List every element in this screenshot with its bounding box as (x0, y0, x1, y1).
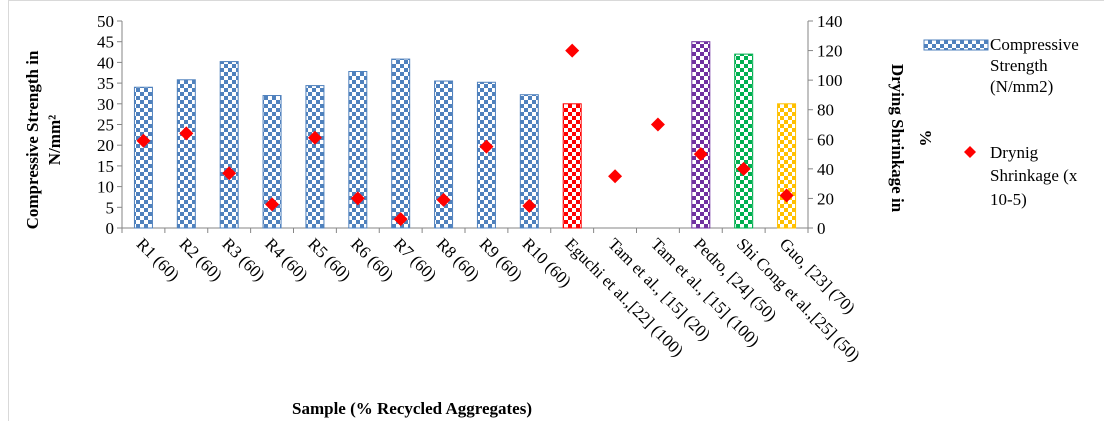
shrinkage-marker (179, 126, 194, 141)
left-axis-tick-label: 45 (97, 33, 114, 52)
right-axis-title: Drying Shrinkage in % (888, 64, 935, 213)
bar (305, 85, 325, 229)
legend-swatch-compressive-strength (923, 39, 989, 51)
legend-label-shrinkage-line1: Drynig (990, 143, 1039, 162)
right-axis-tick-label: 120 (817, 42, 843, 61)
legend: Compressive Strength (N/mm2) Drynig Shri… (923, 35, 1079, 209)
bar (434, 80, 454, 229)
right-axis-tick-label: 100 (817, 71, 843, 90)
left-axis-tick-label: 50 (97, 12, 114, 31)
legend-label-shrinkage-line3: 10-5) (990, 190, 1027, 209)
shrinkage-marker (736, 161, 751, 176)
x-tick-label: R8 (60) (433, 234, 484, 285)
x-tick-label: R6 (60) (347, 234, 398, 285)
left-axis-tick-label: 30 (97, 95, 114, 114)
left-axis-tick-label: 0 (106, 219, 115, 238)
right-axis-tick-label: 0 (817, 219, 826, 238)
left-axis-tick-label: 25 (97, 116, 114, 135)
x-tick-label: R1 (60) (133, 234, 184, 285)
legend-label-compressive-line3: (N/mm2) (990, 77, 1053, 96)
left-axis-tick-label: 35 (97, 74, 114, 93)
left-axis-title-line1: Compressive Strength in (23, 50, 42, 229)
bar (519, 94, 539, 229)
legend-label-compressive-line2: Strength (990, 56, 1048, 75)
right-axis-tick-label: 20 (817, 189, 834, 208)
left-axis-title: Compressive Strength in N/mm² (23, 50, 64, 229)
left-axis-title-line2: N/mm² (45, 115, 64, 165)
shrinkage-marker (350, 191, 365, 206)
x-tick-label: R5 (60) (304, 234, 355, 285)
shrinkage-marker (779, 188, 794, 203)
shrinkage-marker (307, 130, 322, 145)
legend-marker-drying-shrinkage (964, 146, 976, 158)
bar (348, 71, 368, 229)
bar (133, 86, 153, 229)
bar (476, 81, 496, 229)
bar (176, 79, 196, 229)
left-axis-tick-label: 40 (97, 53, 114, 72)
bar (777, 103, 797, 229)
bars (133, 41, 797, 229)
shrinkage-marker (265, 197, 280, 212)
left-axis-tick-label: 5 (106, 198, 115, 217)
shrinkage-marker (436, 192, 451, 207)
bar (691, 41, 711, 229)
right-axis-tick-label: 140 (817, 12, 843, 31)
shrinkage-marker (522, 198, 537, 213)
shrinkage-marker (650, 117, 665, 132)
x-tick-labels: R1 (60)R2 (60)R3 (60)R4 (60)R5 (60)R6 (6… (133, 234, 864, 365)
shrinkage-marker (693, 147, 708, 162)
shrinkage-marker (608, 169, 623, 184)
right-axis-tick-label: 60 (817, 130, 834, 149)
right-axis-tick-label: 40 (817, 160, 834, 179)
left-axis-tick-label: 10 (97, 178, 114, 197)
x-tick-label: R2 (60) (175, 234, 226, 285)
bar (734, 53, 754, 229)
left-axis-tick-label: 20 (97, 136, 114, 155)
legend-label-shrinkage-line2: Shrinkage (x (990, 166, 1078, 185)
bar (391, 58, 411, 229)
right-axis-tick-label: 80 (817, 101, 834, 120)
shrinkage-marker (136, 133, 151, 148)
bar (262, 95, 282, 229)
shrinkage-marker (479, 139, 494, 154)
markers (136, 43, 794, 227)
bar (562, 103, 582, 229)
right-axis-title-line2: % (916, 130, 935, 147)
bar (219, 61, 239, 229)
shrinkage-marker (565, 43, 580, 58)
left-axis-tick-label: 15 (97, 157, 114, 176)
legend-label-compressive-line1: Compressive (990, 35, 1079, 54)
x-axis-title: Sample (% Recycled Aggregates) (292, 399, 532, 418)
shrinkage-marker (222, 166, 237, 181)
x-tick-label: R4 (60) (261, 234, 312, 285)
x-tick-label: R3 (60) (218, 234, 269, 285)
shrinkage-marker (393, 212, 408, 227)
x-tick-label: R9 (60) (476, 234, 527, 285)
x-tick-label: R7 (60) (390, 234, 441, 285)
right-axis-title-line1: Drying Shrinkage in (888, 64, 907, 213)
